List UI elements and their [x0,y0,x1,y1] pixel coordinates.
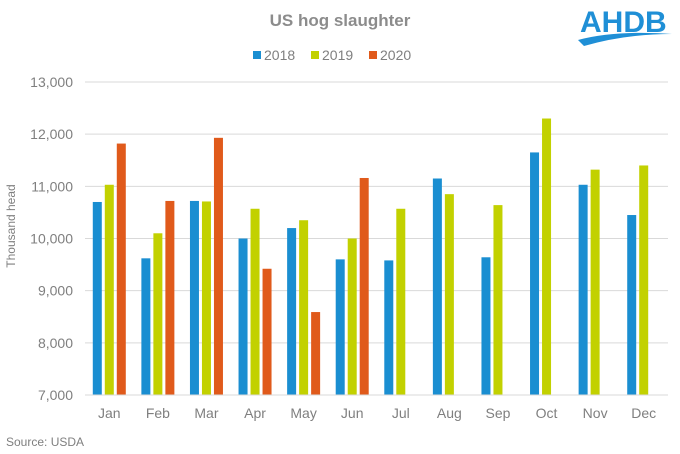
bar-2019-nov [590,169,600,395]
bar-2019-oct [542,118,552,396]
bar-2018-apr [238,238,248,395]
bar-2019-feb [153,233,163,395]
bar-2018-jul [384,260,394,395]
legend-label-2018: 2018 [264,47,295,63]
bar-2018-jun [335,259,345,395]
bar-2019-apr [250,208,260,395]
x-tick-label: May [290,405,316,421]
bar-2018-mar [189,200,199,395]
bar-2018-feb [141,258,151,395]
chart-title: US hog slaughter [270,11,411,30]
bar-2019-aug [444,194,454,395]
gridlines [85,81,668,344]
y-tick-label: 7,000 [38,387,73,403]
x-tick-label: Jul [392,405,410,421]
ahdb-logo: AHDB [578,6,672,46]
x-tick-label: Feb [146,405,170,421]
legend-swatch-2020 [369,51,377,59]
bar-2019-sep [493,205,503,395]
bar-2019-dec [639,165,649,395]
x-axis-categories: Jan Feb Mar Apr May Jun Jul Aug Sep Oct Nov Dec [98,405,656,421]
y-tick-label: 9,000 [38,283,73,299]
legend: 2018 2019 2020 [253,47,411,63]
x-tick-label: Mar [194,405,218,421]
bar-2020-jun [359,177,369,395]
bar-2018-jan [92,201,102,395]
logo-swoosh-icon [578,32,672,46]
x-tick-label: Apr [244,405,266,421]
bars [92,118,649,396]
bar-2018-nov [578,184,588,395]
x-tick-label: Dec [631,405,656,421]
legend-swatch-2018 [253,51,261,59]
bar-2018-may [287,228,297,395]
y-tick-label: 11,000 [31,178,73,194]
x-tick-label: Aug [437,405,462,421]
bar-2020-feb [165,200,175,395]
bar-2018-sep [481,257,491,395]
x-tick-label: Oct [536,405,558,421]
bar-2018-oct [530,152,540,395]
bar-2019-may [299,220,309,395]
legend-label-2020: 2020 [380,47,411,63]
y-tick-label: 12,000 [30,126,73,142]
x-tick-label: Jun [341,405,364,421]
bar-2019-jan [104,184,114,395]
y-tick-label: 10,000 [30,231,73,247]
bar-2018-dec [627,215,637,395]
y-axis-ticks: 7,000 8,000 9,000 10,000 11,000 12,000 13,000 [30,74,73,403]
bar-2020-apr [262,268,272,395]
legend-label-2019: 2019 [322,47,353,63]
x-tick-label: Sep [485,405,510,421]
x-tick-label: Nov [583,405,608,421]
y-axis-label: Thousand head [4,184,18,267]
bar-2019-jun [347,238,357,395]
legend-swatch-2019 [311,51,319,59]
bar-2019-mar [201,201,211,395]
bar-2018-aug [432,178,442,395]
bar-2020-may [311,312,321,395]
bar-2020-jan [116,143,126,395]
source-note: Source: USDA [6,435,84,449]
y-tick-label: 8,000 [38,335,73,351]
bar-2019-jul [396,208,406,395]
y-tick-label: 13,000 [30,74,73,90]
x-tick-label: Jan [98,405,121,421]
bar-2020-mar [213,137,223,395]
